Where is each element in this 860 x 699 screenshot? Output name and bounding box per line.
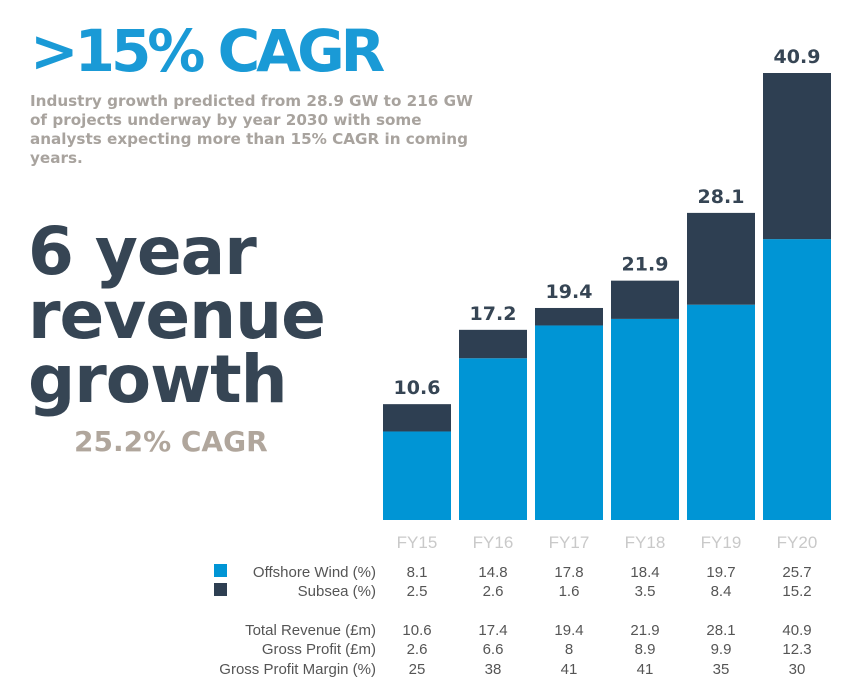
category-label: FY17 — [549, 533, 590, 552]
table-cell: 28.1 — [706, 622, 735, 639]
bar-offshore-wind — [611, 318, 679, 520]
big-title: 6 year revenue growth — [28, 213, 326, 418]
table-cell: 19.4 — [554, 622, 583, 639]
bar-offshore-wind — [535, 325, 603, 520]
total-label: 10.6 — [394, 377, 441, 399]
total-label: 17.2 — [470, 303, 517, 325]
table-cell: 21.9 — [630, 622, 659, 639]
table-cell: 14.8 — [478, 564, 507, 581]
legend-swatch-subsea — [214, 583, 227, 596]
table-cell: 2.5 — [407, 583, 428, 600]
table-cell: 40.9 — [782, 622, 811, 639]
bar-subsea — [383, 404, 451, 432]
bar-subsea — [459, 329, 527, 359]
bar-subsea — [535, 307, 603, 326]
table-row-label: Subsea (%) — [298, 583, 376, 600]
total-label: 40.9 — [774, 46, 821, 68]
category-label: FY15 — [397, 533, 438, 552]
table-cell: 15.2 — [782, 583, 811, 600]
table-cell: 25 — [409, 661, 426, 678]
big-title-line: 6 year — [28, 213, 257, 290]
table-row-label: Gross Profit (£m) — [262, 641, 376, 658]
table-cell: 41 — [637, 661, 654, 678]
table-cell: 8.4 — [711, 583, 732, 600]
big-title-line: growth — [28, 341, 288, 418]
table-row-label: Gross Profit Margin (%) — [219, 661, 376, 678]
total-label: 19.4 — [546, 281, 593, 303]
table-row-label: Offshore Wind (%) — [253, 564, 376, 581]
big-title-line: revenue — [28, 277, 326, 354]
bar-offshore-wind — [459, 358, 527, 520]
table-cell: 9.9 — [711, 641, 732, 658]
bar-offshore-wind — [383, 431, 451, 520]
table-cell: 17.8 — [554, 564, 583, 581]
category-label: FY16 — [473, 533, 514, 552]
table-cell: 1.6 — [559, 583, 580, 600]
total-label: 21.9 — [622, 254, 669, 276]
table-cell: 10.6 — [402, 622, 431, 639]
table-row-label: Total Revenue (£m) — [245, 622, 376, 639]
category-label: FY20 — [777, 533, 818, 552]
table-cell: 8 — [565, 641, 573, 658]
description: Industry growth predicted from 28.9 GW t… — [30, 92, 473, 167]
table-cell: 38 — [485, 661, 502, 678]
table-cell: 25.7 — [782, 564, 811, 581]
headline: >15% CAGR — [30, 17, 385, 85]
bar-offshore-wind — [763, 239, 831, 520]
bar-subsea — [611, 280, 679, 319]
bar-subsea — [763, 73, 831, 240]
table-cell: 41 — [561, 661, 578, 678]
category-label: FY19 — [701, 533, 742, 552]
table-cell: 35 — [713, 661, 730, 678]
table-cell: 2.6 — [407, 641, 428, 658]
subtitle: 25.2% CAGR — [74, 425, 268, 458]
table-cell: 3.5 — [635, 583, 656, 600]
total-label: 28.1 — [698, 186, 745, 208]
table-cell: 18.4 — [630, 564, 659, 581]
table-cell: 6.6 — [483, 641, 504, 658]
table-cell: 17.4 — [478, 622, 507, 639]
table-cell: 30 — [789, 661, 806, 678]
bar-offshore-wind — [687, 304, 755, 520]
table-cell: 2.6 — [483, 583, 504, 600]
table-cell: 19.7 — [706, 564, 735, 581]
table-cell: 12.3 — [782, 641, 811, 658]
bar-subsea — [687, 212, 755, 305]
legend-swatch-offshore — [214, 564, 227, 577]
table-cell: 8.1 — [407, 564, 428, 581]
category-label: FY18 — [625, 533, 666, 552]
table-cell: 8.9 — [635, 641, 656, 658]
